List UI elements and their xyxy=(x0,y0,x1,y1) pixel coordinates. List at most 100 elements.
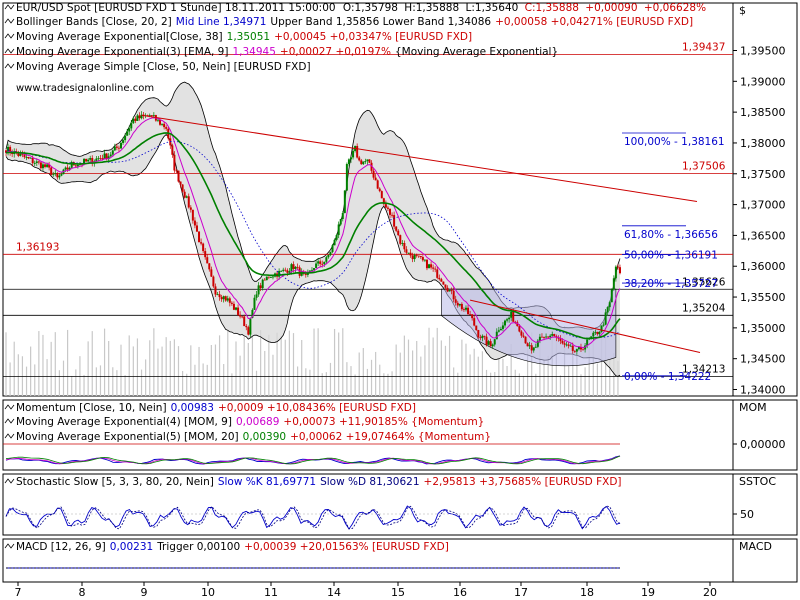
y-tick-label: 1,37500 xyxy=(740,168,786,181)
volume-bar xyxy=(124,375,126,396)
candle-body xyxy=(522,335,525,337)
candle-body xyxy=(132,118,135,124)
candle-body xyxy=(339,219,342,225)
candle-body xyxy=(107,156,110,160)
trendlines xyxy=(141,114,701,354)
svg-text:EUR/USD Spot [EURUSD FXD 1 St: EUR/USD Spot [EURUSD FXD 1 Stunde] 18.11… xyxy=(16,2,706,14)
candle-body xyxy=(391,214,394,216)
candle-body xyxy=(428,264,431,269)
candle-body xyxy=(175,170,178,172)
volume-bar xyxy=(506,365,508,396)
candle-body xyxy=(234,307,237,310)
legend-item: Slow %D 81,30621 xyxy=(320,476,419,488)
volume-bar xyxy=(227,330,229,396)
legend-row: Moving Average Exponential[Close, 38] 1,3… xyxy=(16,31,472,43)
y-tick-label: 1,37000 xyxy=(740,199,786,212)
candle-body xyxy=(103,153,106,160)
candle-body xyxy=(241,316,244,318)
moving-averages xyxy=(5,116,621,349)
candle-body xyxy=(19,153,22,156)
candle-body xyxy=(448,290,451,292)
fib-label: 0,00% - 1,34222 xyxy=(624,371,711,383)
candle-body xyxy=(216,294,219,296)
candle-body xyxy=(68,167,71,170)
indicator-icon xyxy=(4,18,15,24)
volume-bar xyxy=(87,341,89,396)
candle-body xyxy=(619,267,621,274)
indicator-icon xyxy=(4,418,15,424)
candle-body xyxy=(124,135,127,141)
volume-bar xyxy=(600,333,603,396)
x-tick-label: 19 xyxy=(641,586,655,599)
candle-body xyxy=(214,286,217,295)
volume-bar xyxy=(153,328,155,396)
y-tick-label: 1,34500 xyxy=(740,353,786,366)
volume-bar xyxy=(436,327,438,396)
candle-body xyxy=(181,184,184,192)
level-label: 1,37506 xyxy=(682,160,726,172)
y-tick-label: 0,00000 xyxy=(740,438,786,451)
candle-body xyxy=(140,114,143,119)
candle-body xyxy=(117,147,120,149)
candle-body xyxy=(467,307,470,315)
volume-bar xyxy=(161,346,163,396)
legend-item: Mid Line 1,34971 xyxy=(176,16,267,28)
volume-bar xyxy=(358,352,360,396)
volume-bar xyxy=(50,341,52,396)
volume-bar xyxy=(103,328,106,396)
candle-body xyxy=(115,146,118,148)
volume-bar xyxy=(71,375,73,396)
candle-body xyxy=(261,279,264,289)
volume-bar xyxy=(198,346,200,396)
y-tick-label: 1,38000 xyxy=(740,137,786,150)
volume-bar xyxy=(112,367,114,396)
candle-body xyxy=(370,162,373,171)
volume-bar xyxy=(453,367,455,396)
candle-body xyxy=(105,153,108,160)
volume-bar xyxy=(494,372,496,396)
candle-body xyxy=(91,158,94,164)
candle-body xyxy=(134,118,137,121)
candle-body xyxy=(594,331,597,333)
volume-bar xyxy=(428,327,430,396)
volume-bar xyxy=(132,346,134,396)
candle-body xyxy=(237,307,240,315)
volume-bar xyxy=(547,355,549,396)
candle-body xyxy=(573,350,576,352)
candle-body xyxy=(389,208,392,215)
volume-bar xyxy=(526,334,529,396)
candle-body xyxy=(407,252,410,254)
main-legend: EUR/USD Spot [EURUSD FXD 1 Stunde] 18.11… xyxy=(4,2,706,73)
candle-body xyxy=(171,145,174,155)
volume-bar xyxy=(325,372,327,396)
candle-body xyxy=(440,279,443,282)
candle-body xyxy=(33,162,36,164)
candle-body xyxy=(191,209,194,221)
axes: 1,39500 1,39000 1,38500 1,38000 1,37500 1,370… xyxy=(15,45,786,600)
candle-body xyxy=(255,294,258,298)
candle-body xyxy=(60,174,63,176)
volume-bar xyxy=(375,351,377,396)
candle-body xyxy=(296,266,299,268)
volume-bar xyxy=(42,334,44,396)
candle-body xyxy=(409,252,412,256)
x-tick-label: 16 xyxy=(453,586,467,599)
candle-body xyxy=(177,170,180,182)
currency-label: $ xyxy=(739,4,746,17)
candle-body xyxy=(577,346,580,350)
indicator-icon xyxy=(4,404,15,410)
candle-body xyxy=(341,212,344,220)
candle-body xyxy=(333,239,336,246)
volume-bar xyxy=(140,369,143,396)
candle-body xyxy=(563,343,566,345)
candle-body xyxy=(504,320,507,326)
candle-body xyxy=(456,302,459,306)
volume-bar xyxy=(280,336,282,396)
candle-body xyxy=(183,191,186,198)
candle-body xyxy=(193,220,196,226)
volume-bar xyxy=(9,362,11,396)
candle-body xyxy=(29,157,32,159)
candle-body xyxy=(329,251,332,256)
candle-body xyxy=(64,167,67,170)
legend-row: Moving Average Exponential(5) [MOM, 20] 0… xyxy=(16,431,491,443)
